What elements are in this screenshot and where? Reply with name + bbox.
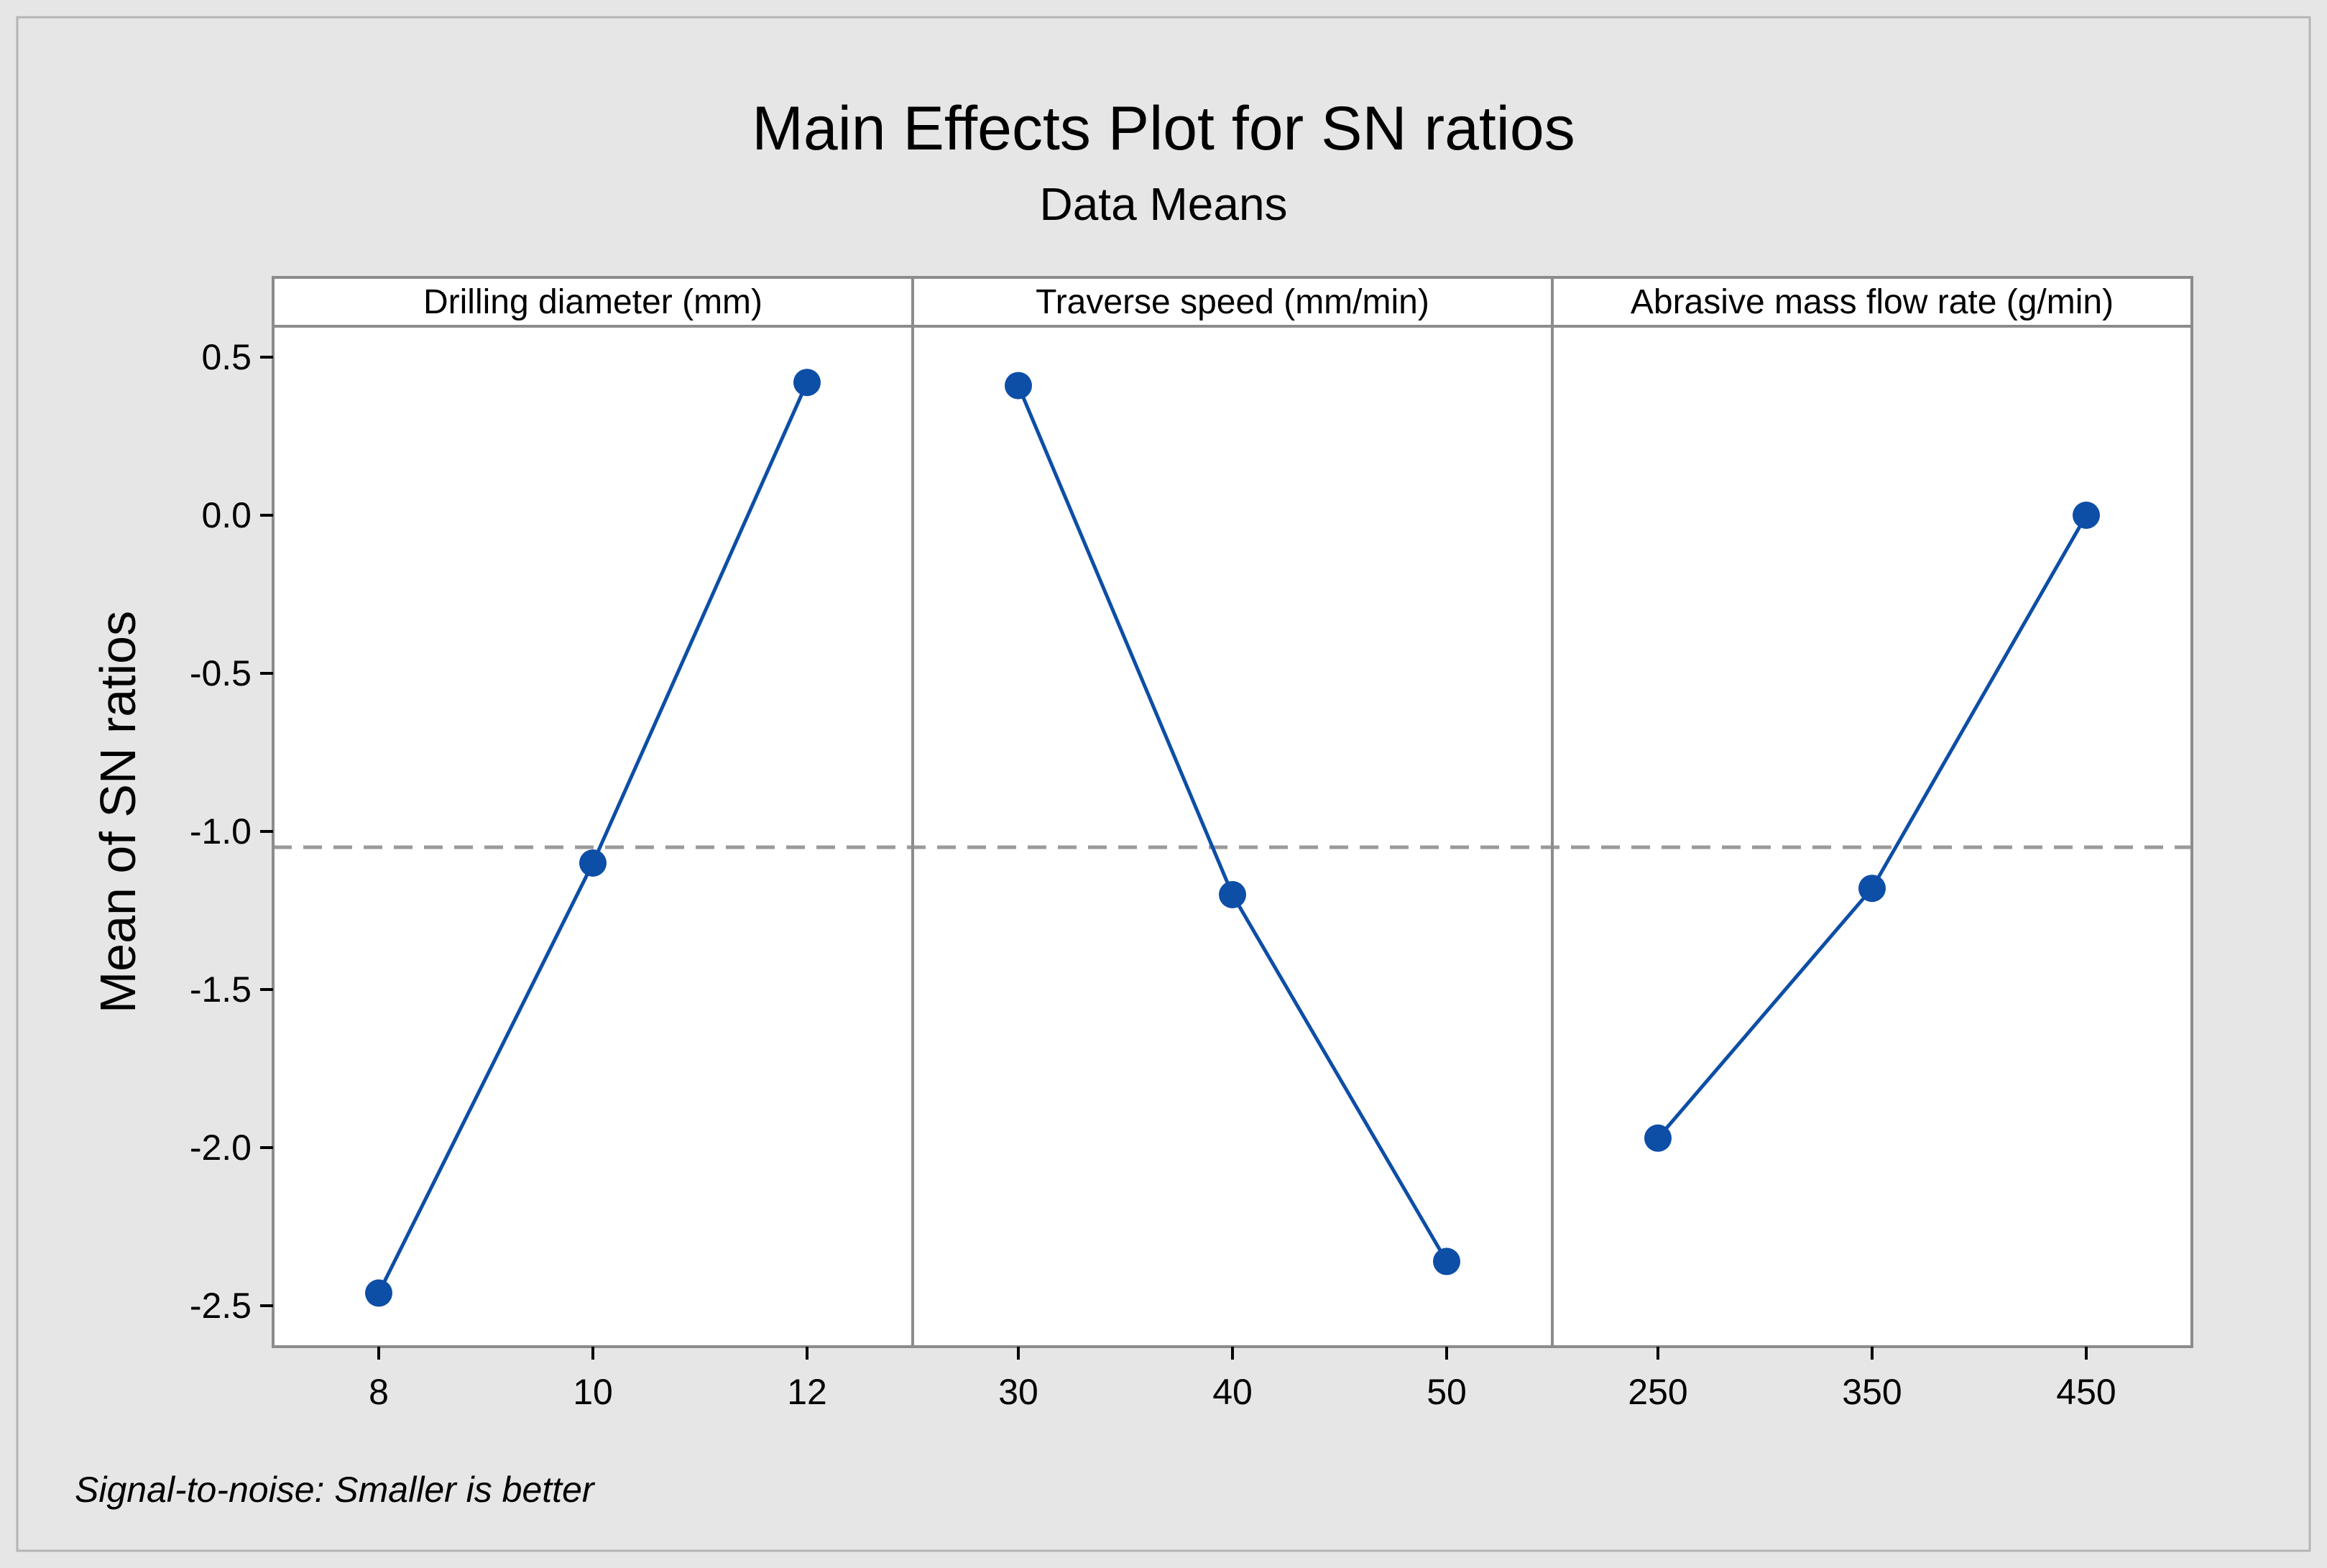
y-tick-label: -2.5 (190, 1286, 252, 1326)
y-axis-label: Mean of SN ratios (90, 611, 146, 1013)
x-tick-label: 350 (1842, 1372, 1902, 1412)
data-point (365, 1279, 392, 1307)
panel-strip (1551, 276, 2193, 328)
plot-area (273, 277, 2192, 1347)
y-tick-label: -2.0 (190, 1127, 252, 1168)
x-tick-label: 10 (573, 1372, 613, 1412)
x-tick-label: 450 (2056, 1372, 2116, 1412)
panel-title: Drilling diameter (mm) (423, 283, 762, 321)
data-point (1858, 875, 1886, 903)
x-tick-label: 250 (1628, 1372, 1687, 1412)
panel-title: Abrasive mass flow rate (g/min) (1631, 283, 2114, 321)
data-point (2073, 502, 2100, 529)
axes-layer: 8 10 12 30 40 50 250 350 450 0.5 0.0 -0.5 -1.0 -1.5 -2… (190, 337, 2116, 1412)
data-point (579, 849, 607, 877)
data-point (1219, 881, 1246, 908)
x-tick-label: 30 (998, 1372, 1038, 1412)
outer-border (16, 16, 2311, 1552)
x-tick-label: 50 (1427, 1372, 1467, 1412)
data-point (1005, 372, 1032, 400)
chart-subtitle: Data Means (1039, 178, 1287, 230)
y-tick-label: 0.0 (201, 495, 252, 535)
x-tick-label: 8 (369, 1372, 389, 1412)
y-tick-label: -1.5 (190, 969, 252, 1010)
data-point (1644, 1124, 1672, 1152)
panels-layer: Drilling diameter (mm) Traverse speed (mm… (272, 276, 2193, 1348)
panel-strip (272, 276, 914, 328)
chart-title: Main Effects Plot for SN ratios (752, 94, 1575, 163)
panel-3: Abrasive mass flow rate (g/min) (1551, 276, 2193, 1348)
x-tick-label: 12 (787, 1372, 827, 1412)
y-tick-label: 0.5 (201, 337, 252, 377)
data-point (1433, 1248, 1460, 1276)
x-tick-label: 40 (1212, 1372, 1253, 1412)
data-point (793, 369, 821, 397)
footnote: Signal-to-noise: Smaller is better (75, 1470, 596, 1510)
y-tick-label: -0.5 (190, 653, 252, 693)
panel-title: Traverse speed (mm/min) (1036, 283, 1429, 321)
y-tick-label: -1.0 (190, 811, 252, 852)
